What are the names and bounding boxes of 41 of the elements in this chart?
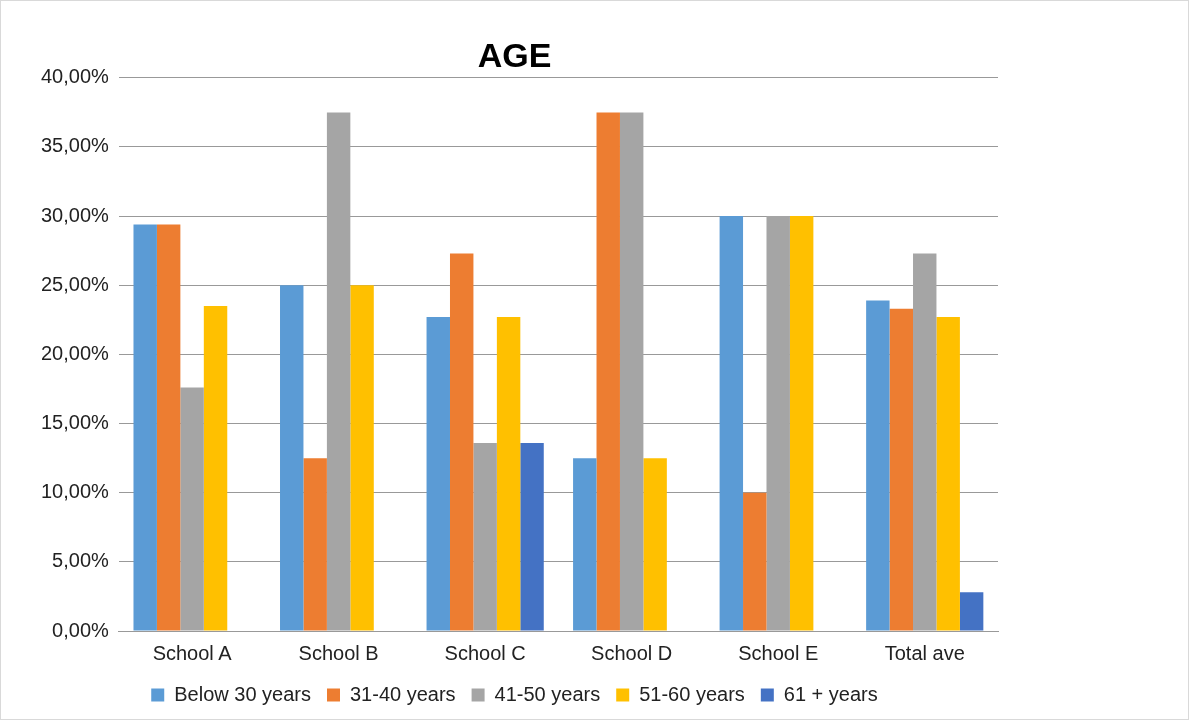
bar <box>496 317 521 631</box>
bar <box>643 458 667 631</box>
bar <box>133 224 157 631</box>
bar <box>303 458 327 631</box>
y-tick-label: 20,00% <box>40 341 110 364</box>
bar <box>936 317 960 631</box>
y-tick-label: 25,00% <box>40 272 110 295</box>
y-tick-label: 35,00% <box>40 134 110 157</box>
legend-label: 61 + years <box>783 682 878 705</box>
y-tick-label: 15,00% <box>40 411 110 434</box>
bar <box>426 317 450 631</box>
legend-label: 51-60 years <box>639 682 745 705</box>
bar <box>743 492 767 631</box>
y-tick-label: 10,00% <box>40 480 110 503</box>
bar <box>573 458 597 631</box>
bar <box>866 300 890 631</box>
bar <box>959 592 984 631</box>
chart-title: AGE <box>477 35 552 74</box>
x-tick-label: School D <box>591 641 673 664</box>
x-tick-label: School B <box>298 641 379 664</box>
y-tick-label: 40,00% <box>40 65 110 88</box>
legend-label: 41-50 years <box>494 682 601 705</box>
bar <box>203 306 228 631</box>
y-tick-label: 5,00% <box>52 549 110 572</box>
bar <box>596 112 620 631</box>
y-tick-label: 0,00% <box>52 618 110 641</box>
bar <box>889 308 914 631</box>
bar <box>350 285 374 631</box>
legend-label: 31-40 years <box>349 682 456 705</box>
x-tick-label: School E <box>738 641 819 664</box>
bar <box>280 285 304 631</box>
bar <box>789 216 814 631</box>
x-tick-label: School A <box>152 641 233 664</box>
bar <box>719 216 744 631</box>
y-tick-label: 30,00% <box>40 203 110 226</box>
bar <box>520 442 544 631</box>
bar <box>156 224 181 631</box>
legend-label: Below 30 years <box>174 682 311 705</box>
x-tick-label: Total ave <box>884 641 965 664</box>
bar <box>449 253 474 631</box>
x-tick-label: School C <box>444 641 526 664</box>
